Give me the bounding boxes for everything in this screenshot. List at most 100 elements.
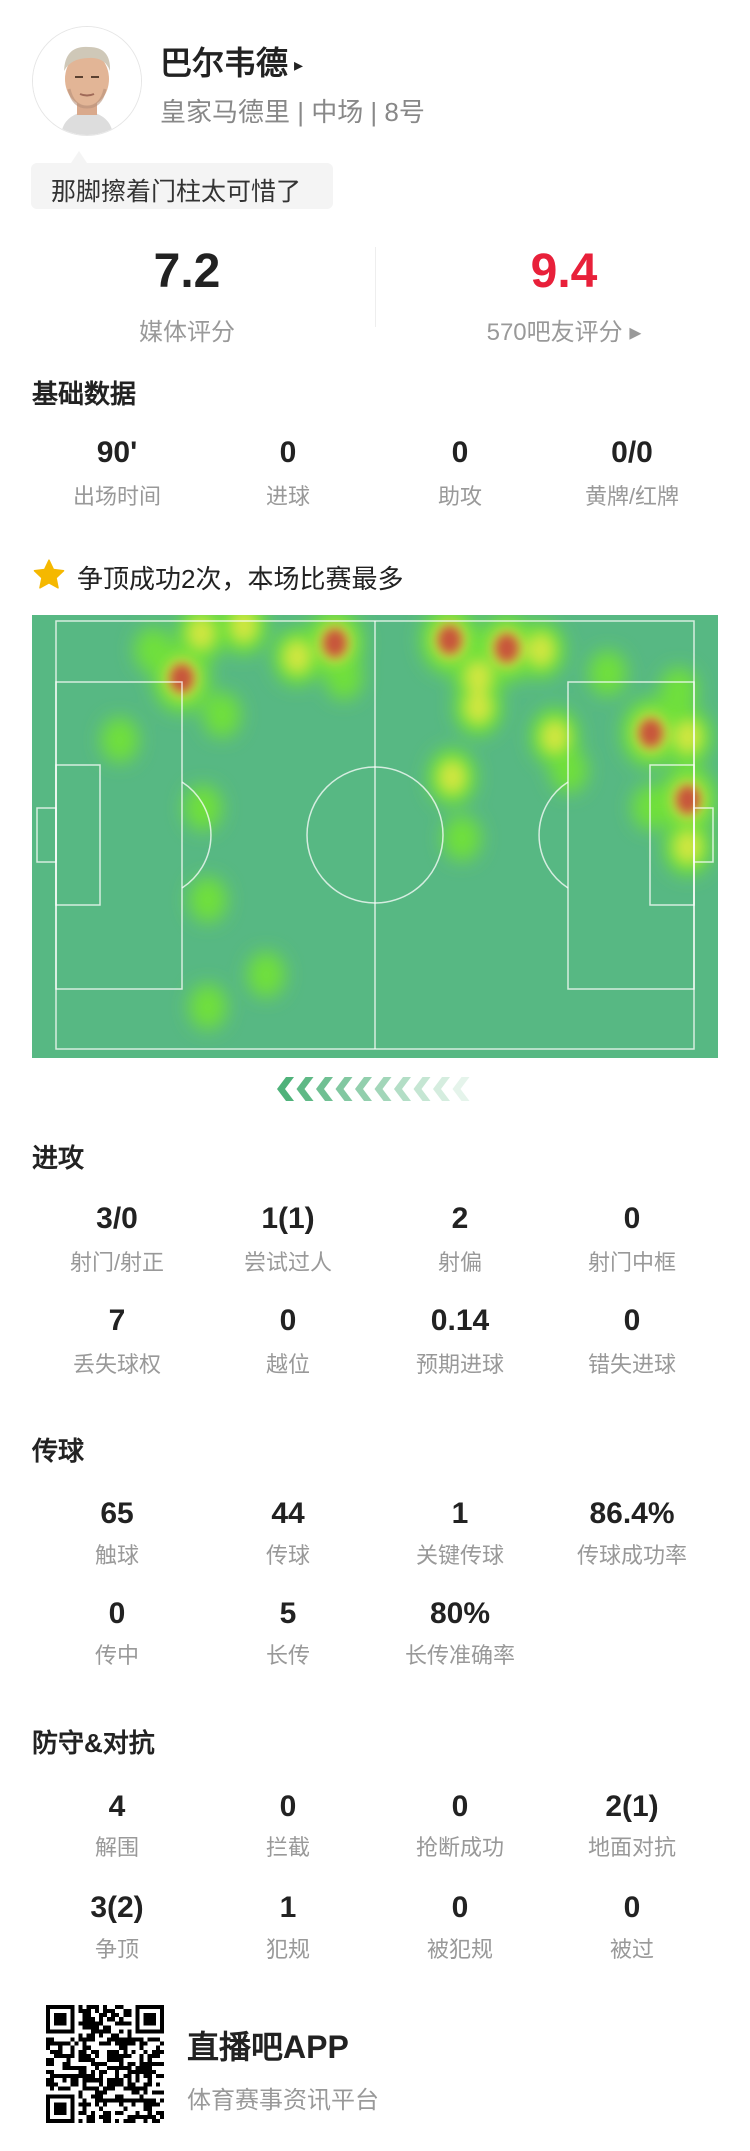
defense-stat-label: 抢断成功 bbox=[415, 1835, 504, 1860]
heat-point bbox=[322, 628, 347, 658]
comment-text: 那脚擦着门柱太可惜了 bbox=[51, 178, 302, 206]
heat-point bbox=[464, 690, 493, 725]
player-team-position: 皇家马德里 | 中场 | 8号 bbox=[160, 97, 425, 127]
star-icon bbox=[33, 559, 65, 589]
basic-stat-value: 0 bbox=[451, 436, 469, 469]
heat-point bbox=[229, 615, 258, 643]
passing-stat-value: 0 bbox=[108, 1597, 126, 1630]
heat-point bbox=[526, 633, 555, 667]
fan-rating-value: 9.4 bbox=[530, 245, 598, 298]
attack-stat-value: 2 bbox=[451, 1202, 469, 1235]
defense-stat-value: 1 bbox=[279, 1891, 297, 1924]
chevron-left-icon bbox=[277, 1077, 294, 1101]
heat-point bbox=[134, 627, 173, 673]
attack-stat-value: 7 bbox=[108, 1304, 126, 1337]
attack-stat-label: 射门/射正 bbox=[69, 1250, 165, 1275]
basic-stat-value: 90' bbox=[96, 436, 138, 469]
heat-point bbox=[247, 951, 286, 998]
defense-stat-value: 0 bbox=[623, 1891, 641, 1924]
heat-point bbox=[325, 654, 364, 700]
defense-stat-label: 解围 bbox=[94, 1835, 139, 1860]
app-name: 直播吧APP bbox=[187, 2029, 349, 2065]
attack-stat-value: 3/0 bbox=[96, 1202, 138, 1235]
chevron-left-icon bbox=[316, 1077, 333, 1101]
attack-stat-value: 0 bbox=[623, 1304, 641, 1337]
defense-stat-value: 2(1) bbox=[605, 1790, 659, 1823]
fan-rating-link[interactable]: 570吧友评分 ▸ bbox=[486, 319, 642, 346]
basic-stat-label: 黄牌/红牌 bbox=[584, 484, 680, 509]
highlight-text: 争顶成功2次，本场比赛最多 bbox=[77, 564, 404, 594]
arrow-right-icon: ▸ bbox=[294, 55, 304, 76]
passing-stat-label: 关键传球 bbox=[415, 1543, 504, 1568]
center-circle bbox=[306, 766, 444, 904]
heat-point bbox=[673, 830, 702, 864]
heat-point bbox=[494, 633, 519, 663]
heat-point bbox=[188, 877, 227, 923]
basic-stat-label: 出场时间 bbox=[72, 484, 161, 509]
heat-point bbox=[675, 785, 700, 815]
defense-stat-value: 4 bbox=[108, 1790, 126, 1823]
chevron-left-icon bbox=[413, 1077, 431, 1101]
heat-point bbox=[549, 747, 588, 793]
defense-stat-label: 地面对抗 bbox=[587, 1835, 676, 1860]
defense-stat-label: 争顶 bbox=[94, 1937, 139, 1962]
tooltip-pointer bbox=[71, 151, 87, 163]
chevron-left-icon bbox=[335, 1077, 353, 1101]
defense-stat-value: 3(2) bbox=[90, 1891, 144, 1924]
attack-stat-value: 0 bbox=[623, 1202, 641, 1235]
right-goal bbox=[693, 807, 714, 863]
passing-stat-value: 44 bbox=[271, 1497, 305, 1530]
chevron-left-icon bbox=[433, 1077, 450, 1101]
basic-stat-label: 进球 bbox=[265, 484, 310, 509]
attack-stat-label: 预期进球 bbox=[415, 1352, 504, 1377]
pitch-lines bbox=[36, 620, 714, 1050]
media-rating-label: 媒体评分 bbox=[139, 319, 235, 346]
heat-point bbox=[631, 784, 670, 831]
passing-stat-label: 传球成功率 bbox=[576, 1543, 687, 1568]
passing-stat-label: 长传准确率 bbox=[404, 1643, 515, 1668]
app-tagline: 体育赛事资讯平台 bbox=[187, 2087, 379, 2114]
passing-stat-value: 1 bbox=[451, 1497, 469, 1530]
attack-stat-label: 尝试过人 bbox=[243, 1250, 332, 1275]
heat-point bbox=[673, 720, 702, 754]
section-title-passing: 传球 bbox=[32, 1436, 85, 1466]
attack-stat-value: 0 bbox=[279, 1304, 297, 1337]
attack-stat-label: 错失进球 bbox=[587, 1352, 676, 1377]
passing-stat-label: 长传 bbox=[265, 1643, 310, 1668]
passing-stat-label: 传中 bbox=[94, 1643, 139, 1668]
passing-stat-value: 5 bbox=[279, 1597, 297, 1630]
attack-stat-value: 0.14 bbox=[430, 1304, 490, 1337]
section-title-basic: 基础数据 bbox=[32, 379, 137, 409]
basic-stat-value: 0 bbox=[279, 436, 297, 469]
defense-stat-label: 犯规 bbox=[265, 1937, 310, 1962]
defense-stat-value: 0 bbox=[451, 1891, 469, 1924]
heat-point bbox=[638, 718, 663, 748]
heat-point bbox=[187, 616, 216, 650]
heat-point bbox=[188, 984, 227, 1030]
passing-stat-value: 86.4% bbox=[589, 1497, 675, 1530]
defense-stat-value: 0 bbox=[451, 1790, 469, 1823]
attack-direction-indicator bbox=[277, 1077, 470, 1101]
heat-point bbox=[588, 650, 627, 697]
basic-stat-value: 0/0 bbox=[611, 436, 653, 469]
heat-point bbox=[202, 691, 241, 738]
qr-code[interactable] bbox=[46, 2005, 164, 2123]
chevron-left-icon bbox=[296, 1077, 314, 1101]
passing-stat-label: 传球 bbox=[265, 1543, 310, 1568]
attack-stat-label: 射偏 bbox=[437, 1250, 482, 1275]
heat-layer bbox=[100, 615, 717, 1030]
heat-point bbox=[540, 720, 569, 754]
chevron-left-icon bbox=[452, 1077, 470, 1101]
heat-point bbox=[437, 625, 462, 655]
heat-point bbox=[442, 815, 481, 861]
passing-stat-label: 触球 bbox=[94, 1543, 139, 1568]
player-name-link[interactable]: 巴尔韦德 ▸ bbox=[160, 38, 303, 84]
chevron-left-icon bbox=[355, 1077, 372, 1101]
player-photo-icon bbox=[33, 27, 141, 135]
section-title-defense: 防守&对抗 bbox=[32, 1728, 155, 1758]
left-goal bbox=[36, 807, 57, 863]
passing-stat-value: 65 bbox=[100, 1497, 134, 1530]
defense-stat-label: 被犯规 bbox=[426, 1937, 493, 1962]
comment-bubble: 那脚擦着门柱太可惜了 bbox=[31, 163, 333, 209]
player-avatar[interactable] bbox=[32, 26, 142, 136]
